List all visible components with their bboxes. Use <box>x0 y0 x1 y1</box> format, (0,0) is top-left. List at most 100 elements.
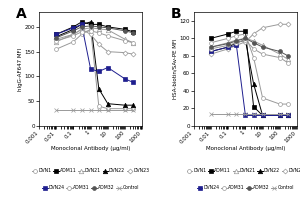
ADM11 <box>226 33 230 35</box>
Line: ADM32: ADM32 <box>54 24 135 40</box>
DVN24 <box>235 44 238 47</box>
DVN1 <box>226 37 230 40</box>
ADM11 <box>286 114 290 117</box>
Control <box>244 113 247 115</box>
ADM32 <box>123 30 127 32</box>
DVN23 <box>286 23 290 25</box>
Line: ADM31: ADM31 <box>209 38 290 65</box>
ADM31 <box>106 35 110 37</box>
DVN24 <box>54 33 58 36</box>
Line: DVN1: DVN1 <box>209 32 290 106</box>
DVN23 <box>97 43 101 45</box>
Line: DVN24: DVN24 <box>209 43 290 117</box>
ADM11 <box>261 114 264 117</box>
DVN22 <box>209 50 213 53</box>
X-axis label: Monoclonal Antibody (μg/ml): Monoclonal Antibody (μg/ml) <box>206 146 285 151</box>
DVN1 <box>106 107 110 110</box>
DVN21 <box>123 38 127 40</box>
ADM11 <box>252 106 255 108</box>
DVN21 <box>89 27 92 29</box>
DVN23 <box>278 23 282 25</box>
DVN22 <box>278 114 282 117</box>
Line: DVN21: DVN21 <box>54 26 135 45</box>
DVN24 <box>80 23 83 26</box>
DVN22 <box>80 23 83 26</box>
DVN22 <box>72 28 75 31</box>
DVN23 <box>54 38 58 40</box>
DVN1 <box>261 97 264 99</box>
DVN23 <box>131 53 135 55</box>
Line: DVN22: DVN22 <box>209 38 290 118</box>
DVN23 <box>72 33 75 36</box>
Y-axis label: hIgG-AF647 MFI: hIgG-AF647 MFI <box>18 47 23 91</box>
DVN24 <box>72 27 75 29</box>
ADM32 <box>106 27 110 29</box>
DVN22 <box>252 83 255 85</box>
Line: ADM31: ADM31 <box>54 29 135 45</box>
Control <box>252 113 255 115</box>
DVN21 <box>54 41 58 43</box>
ADM32 <box>209 46 213 48</box>
ADM11 <box>235 30 238 32</box>
DVN24 <box>261 114 264 117</box>
ADM32 <box>261 46 264 48</box>
ADM31 <box>278 56 282 59</box>
ADM32 <box>278 50 282 53</box>
Legend: DVN24, ADM31, ADM32, Control: DVN24, ADM31, ADM32, Control <box>197 185 294 190</box>
DVN21 <box>261 44 264 47</box>
ADM11 <box>244 30 247 32</box>
ADM32 <box>80 26 83 28</box>
DVN21 <box>106 29 110 31</box>
DVN21 <box>131 42 135 44</box>
Control <box>72 109 75 111</box>
DVN22 <box>235 41 238 44</box>
Control <box>80 109 83 111</box>
ADM31 <box>226 44 230 47</box>
DVN23 <box>226 48 230 50</box>
DVN23 <box>106 50 110 53</box>
Line: ADM32: ADM32 <box>209 36 290 58</box>
DVN22 <box>54 36 58 38</box>
Line: DVN24: DVN24 <box>54 22 135 84</box>
DVN23 <box>123 51 127 54</box>
Line: DVN23: DVN23 <box>209 23 290 56</box>
ADM32 <box>235 40 238 42</box>
ADM31 <box>97 32 101 34</box>
ADM31 <box>235 41 238 44</box>
Line: ADM11: ADM11 <box>209 29 290 117</box>
DVN24 <box>286 114 290 117</box>
ADM11 <box>123 28 127 31</box>
Control <box>54 109 58 111</box>
DVN24 <box>244 114 247 117</box>
DVN1 <box>244 33 247 35</box>
ADM31 <box>244 39 247 41</box>
ADM31 <box>261 53 264 55</box>
ADM32 <box>72 30 75 32</box>
DVN24 <box>278 114 282 117</box>
DVN21 <box>278 53 282 55</box>
DVN1 <box>131 107 135 110</box>
Control <box>235 113 238 115</box>
Control <box>106 109 110 111</box>
DVN24 <box>131 81 135 84</box>
DVN24 <box>252 114 255 117</box>
ADM31 <box>252 48 255 50</box>
ADM32 <box>286 55 290 57</box>
DVN23 <box>209 53 213 55</box>
ADM11 <box>97 23 101 26</box>
DVN1 <box>89 28 92 31</box>
Text: A: A <box>16 7 27 21</box>
ADM11 <box>72 26 75 28</box>
DVN22 <box>244 39 247 41</box>
DVN24 <box>106 66 110 69</box>
ADM31 <box>89 30 92 32</box>
DVN1 <box>235 34 238 37</box>
DVN22 <box>286 114 290 117</box>
DVN22 <box>106 102 110 105</box>
DVN23 <box>261 27 264 29</box>
DVN23 <box>80 28 83 31</box>
DVN22 <box>131 104 135 106</box>
Control <box>278 113 282 115</box>
ADM31 <box>80 31 83 33</box>
Control <box>286 113 290 115</box>
